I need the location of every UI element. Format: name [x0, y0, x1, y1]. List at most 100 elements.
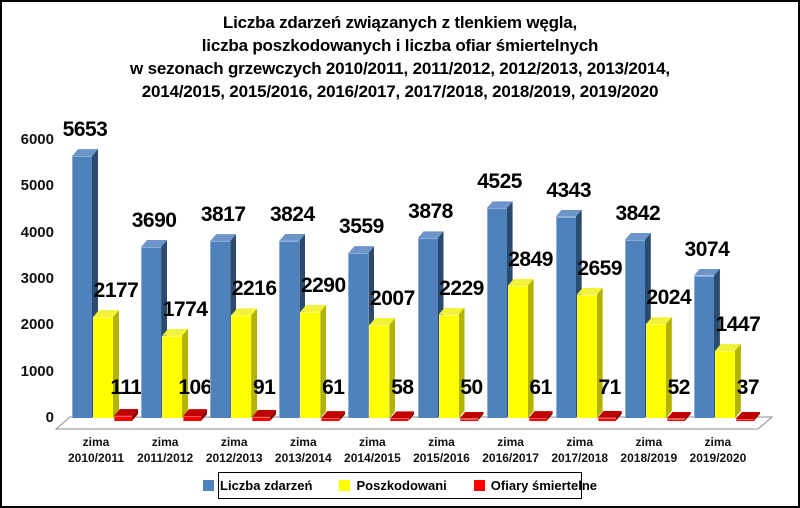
liczba-zdarzen-value-label: 3842: [615, 201, 661, 225]
ofiary-smiertelne-bar-front: [528, 418, 547, 421]
ofiary-smiertelne-bar-front: [252, 416, 271, 421]
ofiary-smiertelne-bar-side: [478, 412, 484, 421]
liczba-zdarzen-bar-side: [714, 269, 720, 418]
legend-item-liczba-zdarzen: Liczba zdarzeń: [203, 478, 312, 493]
liczba-zdarzen-value-label: 4525: [477, 170, 522, 194]
ofiary-smiertelne-value-label: 61: [529, 376, 552, 399]
poszkodowani-bar-front: [714, 350, 735, 418]
ofiary-smiertelne-bar-top: [390, 411, 414, 418]
ofiary-smiertelne-value-label: 50: [460, 376, 483, 399]
liczba-zdarzen-bar-front: [279, 240, 300, 418]
poszkodowani-bar-top: [162, 329, 188, 336]
poszkodowani-bar-side: [528, 279, 534, 418]
poszkodowani-bar-front: [162, 335, 183, 418]
x-axis-label: zima 2011/2012: [137, 435, 194, 465]
poszkodowani-bar-side: [389, 318, 395, 418]
ofiary-smiertelne-value-label: 58: [391, 376, 414, 399]
liczba-zdarzen-bar-front: [417, 238, 438, 418]
poszkodowani-value-label: 1774: [162, 297, 208, 321]
poszkodowani-value-label: 2007: [370, 287, 415, 310]
chart-title-line-2: liczba poszkodowanych i liczba ofiar śmi…: [201, 36, 599, 55]
y-axis-tick-label: 0: [45, 409, 54, 426]
chart-title: Liczba zdarzeń związanych z tlenkiem węg…: [0, 11, 800, 103]
poszkodowani-bar-side: [320, 305, 326, 418]
poszkodowani-value-label: 2849: [508, 247, 553, 271]
liczba-zdarzen-bar-top: [72, 149, 98, 156]
legend-item-ofiary-smiertelne: Ofiary śmiertelne: [473, 478, 597, 493]
poszkodowani-bar-front: [231, 315, 252, 418]
poszkodowani-value-label: 2659: [577, 256, 623, 280]
ofiary-smiertelne-bar-side: [616, 411, 622, 421]
poszkodowani-bar-side: [113, 310, 119, 418]
ofiary-smiertelne-bar-front: [459, 418, 478, 421]
liczba-zdarzen-value-label: 5653: [62, 118, 108, 142]
poszkodowani-bar-front: [645, 324, 666, 418]
ofiary-smiertelne-bar-side: [270, 410, 276, 421]
ofiary-smiertelne-bar-front: [390, 418, 409, 421]
liczba-zdarzen-value-label: 3817: [200, 203, 246, 227]
liczba-zdarzen-bar-top: [556, 210, 582, 217]
ofiary-smiertelne-bar-side: [201, 409, 207, 421]
legend-label: Liczba zdarzeń: [220, 478, 313, 493]
poszkodowani-bar-top: [508, 279, 534, 286]
ofiary-smiertelne-bar-top: [460, 412, 484, 419]
liczba-zdarzen-bar-top: [418, 231, 444, 238]
ofiary-smiertelne-value-label: 91: [253, 376, 276, 399]
ofiary-smiertelne-bar-top: [114, 409, 138, 416]
liczba-zdarzen-value-label: 3559: [339, 215, 384, 239]
liczba-zdarzen-bar-side: [92, 149, 98, 418]
liczba-zdarzen-bar-front: [210, 241, 231, 418]
ofiary-smiertelne-bar-top: [667, 412, 691, 419]
liczba-zdarzen-value-label: 3690: [131, 209, 177, 233]
liczba-zdarzen-bar-front: [72, 156, 92, 418]
x-axis-label: zima 2013/2014: [274, 435, 332, 465]
x-axis-label: zima 2016/2017: [482, 435, 539, 465]
x-axis-label: zima 2010/2011: [67, 435, 125, 465]
poszkodowani-bar-front: [507, 285, 528, 418]
poszkodowani-bar-front: [438, 314, 459, 418]
legend-label: Ofiary śmiertelne: [490, 478, 597, 493]
ofiary-smiertelne-bar-side: [685, 412, 691, 421]
y-axis-tick-label: 3000: [20, 270, 54, 287]
x-axis-label: zima 2017/2018: [551, 435, 609, 465]
poszkodowani-bar-top: [646, 317, 672, 324]
liczba-zdarzen-bar-top: [210, 234, 236, 241]
poszkodowani-bar-front: [300, 311, 321, 418]
ofiary-smiertelne-bar-front: [321, 418, 340, 421]
y-axis-tick-label: 1000: [20, 362, 54, 380]
chart-title-line-1: Liczba zdarzeń związanych z tlenkiem węg…: [222, 13, 578, 32]
x-axis-label: zima 2015/2016: [413, 435, 470, 465]
ofiary-smiertelne-value-label: 37: [736, 376, 760, 399]
x-axis-label: zima 2012/2013: [205, 435, 263, 465]
poszkodowani-bar-top: [369, 318, 395, 325]
poszkodowani-bar-front: [369, 325, 390, 418]
liczba-zdarzen-bar-side: [161, 240, 167, 418]
liczba-zdarzen-bar-top: [625, 233, 651, 240]
liczba-zdarzen-bar-front: [348, 253, 369, 418]
liczba-zdarzen-bar-front: [693, 275, 714, 418]
ofiary-smiertelne-bar-side: [547, 411, 553, 421]
poszkodowani-bar-top: [300, 305, 326, 312]
liczba-zdarzen-bar-top: [348, 246, 374, 253]
poszkodowani-bar-side: [666, 317, 672, 418]
ofiary-smiertelne-value-label: 61: [322, 376, 345, 399]
liczba-zdarzen-bar-top: [694, 269, 720, 276]
poszkodowani-value-label: 1447: [715, 312, 761, 336]
legend-item-poszkodowani: Poszkodowani: [339, 478, 447, 493]
ofiary-smiertelne-bar-front: [735, 419, 754, 421]
ofiary-smiertelne-value-label: 111: [110, 376, 142, 399]
poszkodowani-bar-top: [577, 288, 603, 295]
poszkodowani-bar-top: [231, 308, 257, 315]
poszkodowani-value-label: 2177: [93, 279, 139, 303]
poszkodowani-bar-top: [715, 344, 741, 351]
ofiary-smiertelne-value-label: 52: [667, 376, 691, 399]
ofiary-smiertelne-bar-side: [754, 412, 760, 421]
poszkodowani-bar-front: [93, 317, 113, 418]
poszkodowani-value-label: 2229: [439, 276, 484, 300]
liczba-zdarzen-bar-top: [141, 240, 167, 247]
ofiary-smiertelne-bar-top: [321, 411, 345, 418]
liczba-zdarzen-bar-front: [141, 247, 162, 418]
poszkodowani-bar-side: [735, 344, 741, 418]
poszkodowani-bar-side: [182, 329, 188, 418]
